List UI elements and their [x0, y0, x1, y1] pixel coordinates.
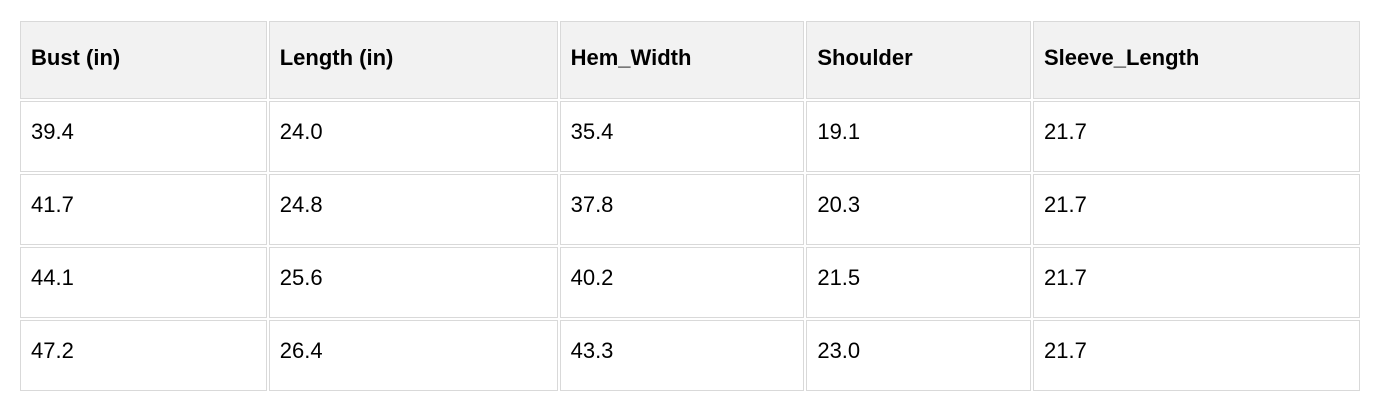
cell-length: 25.6 — [268, 247, 558, 318]
cell-bust: 39.4 — [20, 101, 267, 172]
cell-bust: 47.2 — [20, 320, 267, 391]
cell-length: 24.0 — [268, 101, 558, 172]
cell-hem-width: 40.2 — [559, 247, 805, 318]
table-row: 39.4 24.0 35.4 19.1 21.7 — [20, 101, 1360, 172]
cell-shoulder: 23.0 — [806, 320, 1031, 391]
cell-length: 24.8 — [268, 174, 558, 245]
table-row: 44.1 25.6 40.2 21.5 21.7 — [20, 247, 1360, 318]
table-row: 47.2 26.4 43.3 23.0 21.7 — [20, 320, 1360, 391]
column-header-bust: Bust (in) — [20, 21, 267, 99]
size-chart-table: Bust (in) Length (in) Hem_Width Shoulder… — [18, 19, 1362, 393]
table-row: 41.7 24.8 37.8 20.3 21.7 — [20, 174, 1360, 245]
cell-sleeve-length: 21.7 — [1033, 174, 1360, 245]
cell-bust: 44.1 — [20, 247, 267, 318]
column-header-shoulder: Shoulder — [806, 21, 1031, 99]
table-body: 39.4 24.0 35.4 19.1 21.7 41.7 24.8 37.8 … — [20, 101, 1360, 391]
cell-sleeve-length: 21.7 — [1033, 247, 1360, 318]
cell-bust: 41.7 — [20, 174, 267, 245]
cell-sleeve-length: 21.7 — [1033, 101, 1360, 172]
header-row: Bust (in) Length (in) Hem_Width Shoulder… — [20, 21, 1360, 99]
table-header: Bust (in) Length (in) Hem_Width Shoulder… — [20, 21, 1360, 99]
cell-length: 26.4 — [268, 320, 558, 391]
cell-sleeve-length: 21.7 — [1033, 320, 1360, 391]
cell-shoulder: 19.1 — [806, 101, 1031, 172]
cell-hem-width: 43.3 — [559, 320, 805, 391]
column-header-hem-width: Hem_Width — [559, 21, 805, 99]
cell-shoulder: 20.3 — [806, 174, 1031, 245]
column-header-sleeve-length: Sleeve_Length — [1033, 21, 1360, 99]
cell-hem-width: 37.8 — [559, 174, 805, 245]
column-header-length: Length (in) — [268, 21, 558, 99]
cell-shoulder: 21.5 — [806, 247, 1031, 318]
cell-hem-width: 35.4 — [559, 101, 805, 172]
